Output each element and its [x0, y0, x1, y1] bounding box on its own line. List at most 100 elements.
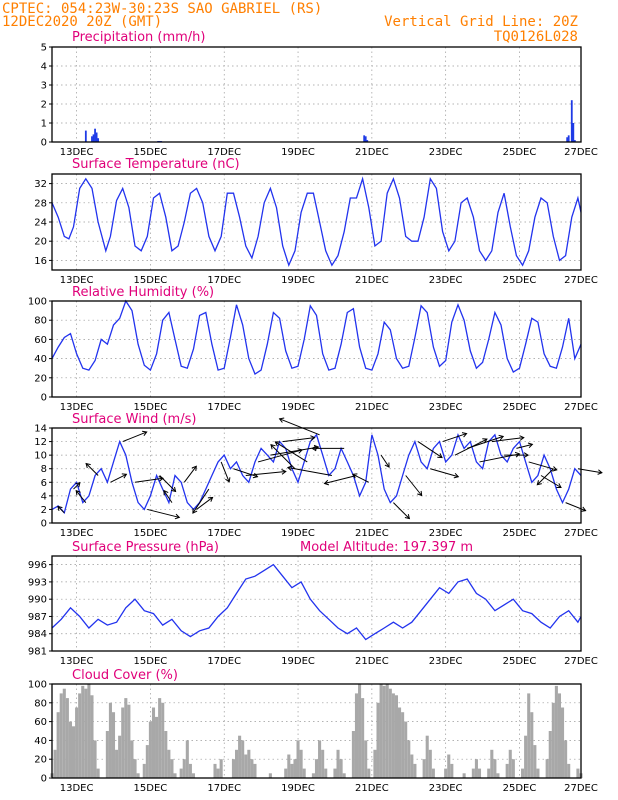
cloud-cover-bar [367, 768, 371, 778]
wind-arrow-shaft [183, 465, 197, 483]
wind-arrow-shaft [540, 475, 562, 488]
cloud-cover-bar [444, 768, 448, 778]
pressure-x-tick-label: 21DEC [355, 656, 389, 667]
cloud-cover-bar [121, 707, 125, 778]
cloud-x-tick-label: 23DEC [429, 783, 463, 794]
cloud-cover-bar [182, 759, 186, 778]
wind-y-tick-label: 10 [34, 451, 47, 462]
cloud-cover-bar [96, 768, 100, 778]
header-location: CPTEC: 054:23W-30:23S SAO GABRIEL (RS) [2, 1, 322, 17]
cloud-cover-bar [505, 763, 509, 778]
wind-arrow-shaft [192, 488, 210, 514]
cloud-cover-bar [561, 707, 565, 778]
wind-arrow-head [57, 505, 63, 512]
precip-x-tick-label: 23DEC [429, 147, 463, 158]
wind-y-tick-label: 4 [41, 491, 47, 502]
humidity-y-tick-label: 100 [28, 297, 47, 308]
cloud-cover-bar [321, 749, 325, 778]
pressure-x-tick-label: 25DEC [503, 656, 537, 667]
cloud-cover-bar [111, 712, 116, 778]
cloud-cover-bar [75, 707, 79, 778]
temperature-frame [51, 173, 582, 271]
cloud-y-tick-label: 100 [28, 680, 47, 691]
cloud-cover-bar [136, 773, 140, 778]
wind-arrow-shaft [159, 475, 176, 492]
pressure-y-tick-label: 981 [28, 647, 47, 658]
wind-arrow-head [556, 483, 562, 488]
wind-arrow-head [286, 465, 293, 471]
precip-bar [573, 140, 576, 142]
temperature-y-tick-label: 24 [34, 218, 47, 229]
temperature-x-tick-label: 17DEC [207, 275, 241, 286]
humidity-x-tick-label: 19DEC [281, 402, 315, 413]
temperature-x-tick-label: 21DEC [355, 275, 389, 286]
cloud-cover-bar [167, 749, 171, 778]
precip-bar [566, 137, 569, 142]
wind-arrow-head [121, 473, 128, 479]
cloud-cover-bar [268, 773, 272, 778]
wind-arrow-shaft [147, 508, 180, 518]
temperature-x-tick-label: 13DEC [60, 275, 94, 286]
wind-arrow-head [170, 486, 177, 493]
temperature-panel: 13DEC 15DEC 17DEC 19DEC 21DEC 23DEC 25DEC 27DEC… [34, 173, 598, 286]
cloud-cover-bar [373, 749, 377, 778]
cloud-cover-bar [333, 768, 337, 778]
cloud-cover-bar [511, 759, 515, 778]
header-grid-line: Vertical Grid Line: 20Z [384, 14, 578, 30]
wind-arrow-shaft [393, 502, 410, 519]
cloud-cover-bar [53, 749, 57, 778]
humidity-x-tick-label: 17DEC [207, 402, 241, 413]
cloud-cover-bar [576, 768, 580, 778]
temperature-y-tick-label: 28 [34, 198, 47, 209]
cloud-cover-bar [527, 693, 531, 778]
humidity-y-tick-label: 80 [34, 316, 47, 327]
temperature-x-tick-label: 25DEC [503, 275, 537, 286]
header-model-code: TQ0126L028 [494, 29, 578, 45]
precip-y-tick-label: 0 [41, 138, 47, 149]
temperature-x-tick-label: 19DEC [281, 275, 315, 286]
precip-frame [51, 46, 582, 143]
precip-y-tick-label: 1 [41, 119, 47, 130]
wind-arrow-shaft [110, 473, 127, 483]
wind-arrow-shaft [430, 468, 459, 478]
cloud-cover-bar [68, 721, 72, 778]
cloud-cover-bar [450, 763, 454, 778]
pressure-title: Surface Pressure (hPa) [72, 540, 219, 555]
precip-bar [97, 138, 100, 142]
humidity-panel: 13DEC 15DEC 17DEC 19DEC 21DEC 23DEC 25DEC 27DEC… [28, 297, 598, 414]
precip-x-tick-label: 21DEC [355, 147, 389, 158]
temperature-x-tick-label: 27DEC [564, 275, 598, 286]
cloud-cover-bar [318, 740, 322, 778]
pressure-y-tick-label: 996 [28, 560, 47, 571]
wind-arrow-head [580, 506, 587, 512]
temperature-x-tick-label: 23DEC [429, 275, 463, 286]
wind-arrow-head [310, 435, 316, 441]
humidity-title: Relative Humidity (%) [72, 285, 214, 300]
pressure-series-line [51, 563, 582, 641]
precip-y-tick-label: 3 [41, 81, 47, 92]
cloud-cover-bar [545, 759, 549, 778]
cloud-cover-bar [314, 759, 319, 778]
wind-arrow-head [536, 480, 542, 486]
cloud-cover-bar [231, 759, 235, 778]
precip-bar [572, 123, 575, 142]
cloud-cover-bar [551, 702, 555, 778]
wind-arrow-shaft [405, 475, 423, 496]
temperature-title: Surface Temperature (nC) [72, 157, 240, 172]
cloud-cover-bar [62, 688, 66, 778]
wind-arrow-head [461, 432, 468, 438]
wind-x-tick-label: 25DEC [503, 528, 537, 539]
wind-arrow-shaft [85, 463, 99, 476]
wind-y-tick-label: 8 [41, 464, 47, 475]
cloud-cover-bar [361, 698, 365, 778]
cloud-cover-bar [87, 684, 91, 778]
precip-x-tick-label: 17DEC [207, 147, 241, 158]
cloud-cover-bar [234, 749, 239, 778]
precip-bar [91, 136, 93, 142]
cloud-cover-bar [71, 726, 76, 778]
cloud-cover-bar [351, 731, 355, 778]
cloud-cover-bar [296, 740, 300, 778]
cloud-cover-bar [127, 704, 131, 778]
wind-arrow-shaft [275, 441, 308, 463]
wind-arrow-shaft [122, 431, 147, 443]
